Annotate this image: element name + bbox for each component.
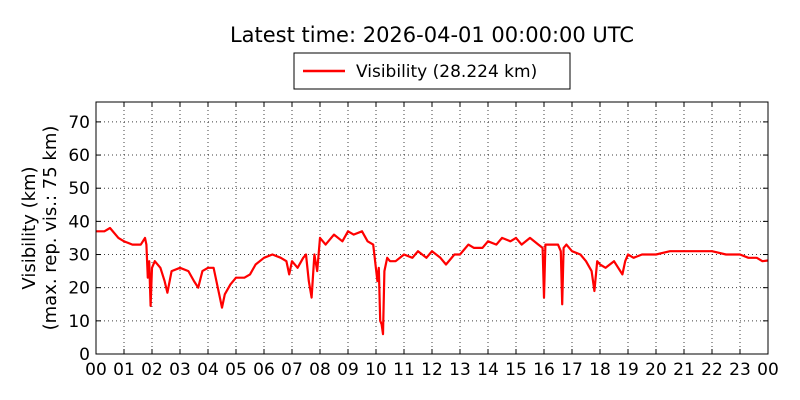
grid-lines <box>96 102 768 354</box>
x-tick-label: 20 <box>645 360 667 380</box>
x-tick-label: 01 <box>113 360 135 380</box>
legend: Visibility (28.224 km) <box>293 52 571 90</box>
y-tick-label: 50 <box>68 179 90 199</box>
series-line-visibility <box>96 226 769 336</box>
x-tick-label: 00 <box>85 360 107 380</box>
x-tick-label: 03 <box>169 360 191 380</box>
y-tick-label: 40 <box>68 212 90 232</box>
x-tick-label: 11 <box>393 360 415 380</box>
x-tick-label: 07 <box>281 360 303 380</box>
x-tick-label: 18 <box>589 360 611 380</box>
x-tick-label: 13 <box>449 360 471 380</box>
x-tick-label: 14 <box>477 360 499 380</box>
y-tick-label: 10 <box>68 312 90 332</box>
x-tick-label: 16 <box>533 360 555 380</box>
y-tick-label: 60 <box>68 146 90 166</box>
x-tick-label: 06 <box>253 360 275 380</box>
x-tick-label: 21 <box>673 360 695 380</box>
y-tick-label: 30 <box>68 246 90 266</box>
y-tick-labels: 0 10 20 30 40 50 60 70 <box>68 113 90 365</box>
x-tick-label: 04 <box>197 360 219 380</box>
x-tick-label: 17 <box>561 360 583 380</box>
x-tick-label: 08 <box>309 360 331 380</box>
y-tick-label: 20 <box>68 279 90 299</box>
x-tick-label: 09 <box>337 360 359 380</box>
x-tick-label: 22 <box>701 360 723 380</box>
y-tick-label: 70 <box>68 113 90 133</box>
axis-ticks <box>95 102 769 355</box>
y-axis-label: Visibility (km) <box>19 166 40 289</box>
x-tick-label: 23 <box>729 360 751 380</box>
x-tick-labels: 00 01 02 03 04 05 06 07 08 09 10 11 12 13 14 15 16 17 18 19… <box>85 360 779 380</box>
x-tick-label: 02 <box>141 360 163 380</box>
chart-title: Latest time: 2026-04-01 00:00:00 UTC <box>230 23 634 47</box>
x-tick-label: 15 <box>505 360 527 380</box>
y-axis-label-secondary: (max. rep. vis.: 75 km) <box>40 126 61 331</box>
x-tick-label: 12 <box>421 360 443 380</box>
x-tick-label: 10 <box>365 360 387 380</box>
x-tick-label: 05 <box>225 360 247 380</box>
legend-label: Visibility (28.224 km) <box>356 62 537 82</box>
y-tick-label: 0 <box>79 345 90 365</box>
x-tick-label: 00 <box>757 360 779 380</box>
plot-frame <box>95 101 769 355</box>
x-tick-label: 19 <box>617 360 639 380</box>
